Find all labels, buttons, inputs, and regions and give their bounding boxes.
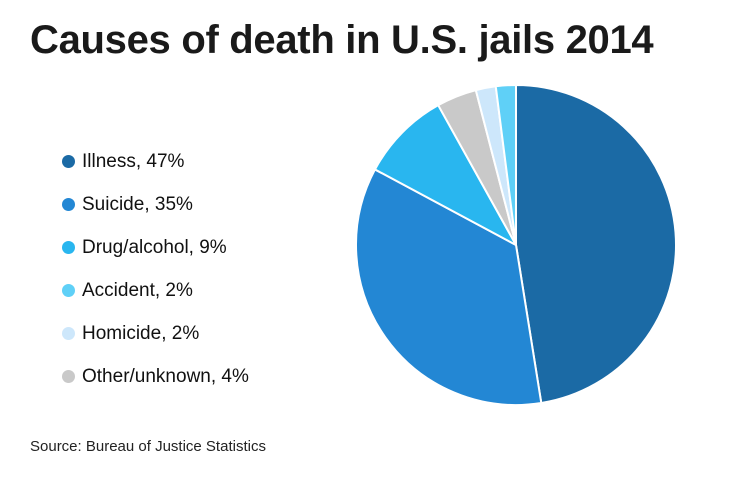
pie-slice-drug-alcohol (373, 104, 517, 246)
legend-label: Homicide, 2% (82, 322, 200, 344)
legend-label: Other/unknown, 4% (82, 365, 249, 387)
source-note: Source: Bureau of Justice Statistics (30, 438, 266, 455)
legend-item-illness: Illness, 47% (62, 140, 249, 183)
legend-swatch (62, 155, 75, 168)
chart-legend: Illness, 47% Suicide, 35% Drug/alcohol, 9%… (62, 140, 249, 398)
legend-swatch (62, 241, 75, 254)
pie-slice-illness (515, 84, 677, 404)
legend-swatch (62, 327, 75, 340)
legend-swatch (62, 370, 75, 383)
chart-title: Causes of death in U.S. jails 2014 (30, 18, 654, 62)
pie-slice-accident (494, 84, 517, 246)
legend-item-suicide: Suicide, 35% (62, 183, 249, 226)
legend-label: Suicide, 35% (82, 193, 193, 215)
pie-slice-suicide (355, 168, 543, 406)
legend-swatch (62, 284, 75, 297)
legend-item-homicide: Homicide, 2% (62, 312, 249, 355)
legend-label: Drug/alcohol, 9% (82, 236, 227, 258)
legend-swatch (62, 198, 75, 211)
legend-item-other-unknown: Other/unknown, 4% (62, 355, 249, 398)
legend-label: Accident, 2% (82, 279, 193, 301)
legend-item-accident: Accident, 2% (62, 269, 249, 312)
legend-item-drug-alcohol: Drug/alcohol, 9% (62, 226, 249, 269)
legend-label: Illness, 47% (82, 150, 185, 172)
